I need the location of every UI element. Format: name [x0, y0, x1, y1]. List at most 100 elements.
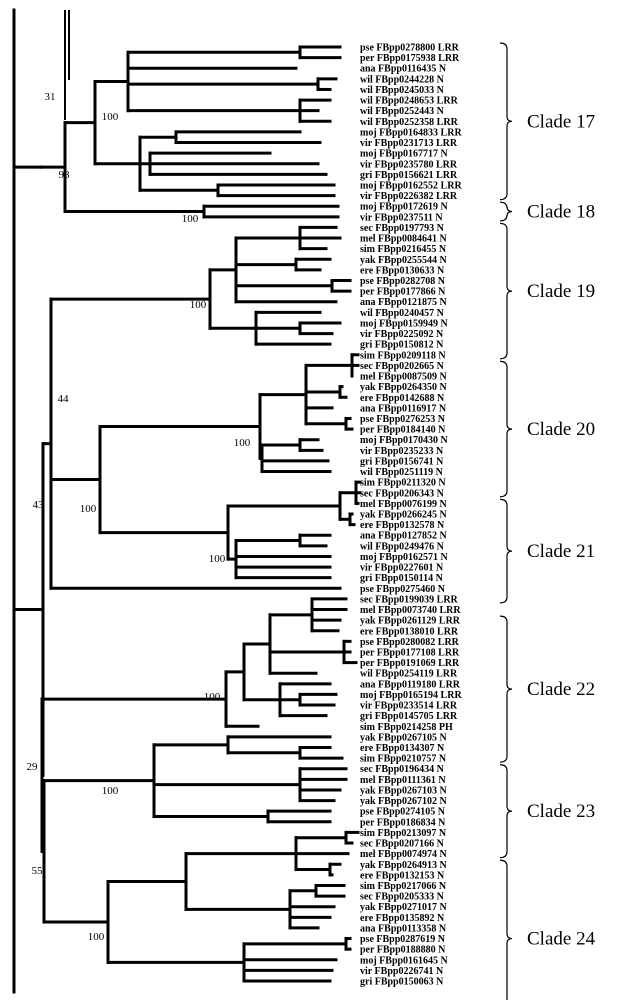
- clade-label: Clade 23: [527, 801, 595, 822]
- clade-brace: [499, 42, 513, 201]
- leaf-label: ana FBpp0127852 N: [360, 531, 447, 542]
- leaf-label: vir FBpp0226741 N: [360, 966, 444, 977]
- leaf-label: sec FBpp0199039 LRR: [360, 594, 459, 605]
- leaf-label: moj FBpp0161645 N: [360, 955, 449, 966]
- leaf-label: sec FBpp0202665 N: [360, 361, 445, 372]
- leaf-label: pse FBpp0278800 LRR: [360, 43, 460, 54]
- clade-label: Clade 21: [527, 541, 595, 562]
- leaf-label: mel FBpp0073740 LRR: [360, 605, 461, 616]
- leaf-label: sec FBpp0206343 N: [360, 488, 445, 499]
- leaf-label: sec FBpp0196434 N: [360, 764, 445, 775]
- leaf-label: sim FBpp0211320 N: [360, 478, 446, 489]
- bootstrap-100-clade21a: 100: [80, 503, 97, 515]
- leaf-label: per FBpp0186834 N: [360, 817, 446, 828]
- bootstrap-100-clade23: 100: [102, 785, 119, 797]
- leaf-label: yak FBpp0255544 N: [360, 255, 447, 266]
- clade-label: Clade 18: [527, 202, 595, 223]
- leaf-label: wil FBpp0240457 N: [360, 308, 445, 319]
- leaf-label: gri FBpp0150812 N: [360, 340, 444, 351]
- leaf-label: gri FBpp0150114 N: [360, 573, 444, 584]
- leaf-label: gri FBpp0156741 N: [360, 456, 444, 467]
- leaf-label: vir FBpp0235780 LRR: [360, 159, 458, 170]
- leaf-label: moj FBpp0167717 N: [360, 149, 449, 160]
- leaf-label: ere FBpp0132153 N: [360, 870, 445, 881]
- leaf-label: per FBpp0175938 LRR: [360, 53, 460, 64]
- leaf-label: vir FBpp0231713 LRR: [360, 138, 458, 149]
- bootstrap-values: 31 98 100 100 100 44 100 43 100 100 100 …: [27, 91, 251, 943]
- leaf-label: ere FBpp0138010 LRR: [360, 626, 459, 637]
- leaf-label: mel FBpp0076199 N: [360, 499, 447, 510]
- leaf-label: moj FBpp0170430 N: [360, 435, 449, 446]
- bootstrap-100-clade17: 100: [102, 111, 119, 123]
- leaf-label: sec FBpp0207166 N: [360, 839, 445, 850]
- leaf-label: mel FBpp0111361 N: [360, 775, 446, 786]
- leaf-label: wil FBpp0252358 LRR: [360, 117, 459, 128]
- leaf-label: sim FBpp0216455 N: [360, 244, 447, 255]
- leaf-label: yak FBpp0266245 N: [360, 510, 447, 521]
- leaf-label: moj FBpp0162571 N: [360, 552, 449, 563]
- leaf-label: vir FBpp0233514 LRR: [360, 701, 458, 712]
- leaf-label: pse FBpp0274105 N: [360, 807, 446, 818]
- leaf-label: moj FBpp0162552 LRR: [360, 180, 462, 191]
- leaf-label: pse FBpp0275460 N: [360, 584, 446, 595]
- leaf-label: sec FBpp0197793 N: [360, 223, 445, 234]
- clade-brace: [499, 764, 513, 859]
- bootstrap-100-clade24: 100: [88, 931, 105, 943]
- clade-brace: [499, 498, 513, 604]
- leaf-label: per FBpp0191069 LRR: [360, 658, 460, 669]
- leaf-label: yak FBpp0271017 N: [360, 902, 447, 913]
- leaf-label: wil FBpp0245033 N: [360, 85, 445, 96]
- bootstrap-100-clade21b: 100: [209, 553, 226, 565]
- leaf-label: yak FBpp0261129 LRR: [360, 616, 461, 627]
- leaf-label: per FBpp0177108 LRR: [360, 647, 460, 658]
- leaf-label: wil FBpp0254119 LRR: [360, 669, 458, 680]
- leaf-label: sec FBpp0205333 N: [360, 892, 445, 903]
- leaf-label: pse FBpp0287619 N: [360, 934, 446, 945]
- leaf-label: mel FBpp0074974 N: [360, 849, 447, 860]
- bootstrap-98: 98: [59, 169, 71, 181]
- clade-brace: [499, 615, 513, 763]
- leaf-label: vir FBpp0225092 N: [360, 329, 444, 340]
- leaf-label: yak FBpp0267105 N: [360, 732, 447, 743]
- clade-label: Clade 20: [527, 419, 595, 440]
- leaf-label: ere FBpp0134307 N: [360, 743, 445, 754]
- bootstrap-100-clade22: 100: [204, 691, 221, 703]
- leaf-label: wil FBpp0244228 N: [360, 74, 445, 85]
- leaf-label: yak FBpp0264913 N: [360, 860, 447, 871]
- leaf-label: ere FBpp0132578 N: [360, 520, 445, 531]
- leaf-label: mel FBpp0087509 N: [360, 372, 447, 383]
- leaf-label: ere FBpp0142688 N: [360, 393, 445, 404]
- leaf-label: ana FBpp0116435 N: [360, 64, 447, 75]
- leaf-label: sim FBpp0213097 N: [360, 828, 447, 839]
- leaf-label: moj FBpp0164833 LRR: [360, 127, 462, 138]
- bootstrap-43: 43: [33, 499, 45, 511]
- leaf-label: gri FBpp0156621 LRR: [360, 170, 458, 181]
- bootstrap-100-clade20: 100: [234, 437, 251, 449]
- leaf-label: per FBpp0184140 N: [360, 425, 446, 436]
- leaf-label: pse FBpp0276253 N: [360, 414, 446, 425]
- clade-brace: [499, 222, 513, 360]
- tree-branches: [12, 8, 362, 994]
- leaf-label: gri FBpp0150063 N: [360, 977, 444, 988]
- leaf-label: yak FBpp0267102 N: [360, 796, 447, 807]
- leaf-label: yak FBpp0264350 N: [360, 382, 447, 393]
- clade-annotations: Clade 17 Clade 18 Clade 19 Clade 20 Clade 21…: [499, 42, 596, 1000]
- leaf-label: wil FBpp0251119 N: [360, 467, 444, 478]
- bootstrap-100-clade19: 100: [190, 299, 207, 311]
- bootstrap-100-clade18: 100: [182, 213, 199, 225]
- leaf-label: sim FBpp0214258 PH: [360, 722, 453, 733]
- leaf-label: vir FBpp0235233 N: [360, 446, 444, 457]
- leaf-label: pse FBpp0282708 N: [360, 276, 446, 287]
- bootstrap-31: 31: [45, 91, 56, 103]
- leaf-label: ere FBpp0135892 N: [360, 913, 445, 924]
- leaf-label: ere FBpp0130633 N: [360, 265, 445, 276]
- leaf-label: wil FBpp0252443 N: [360, 106, 445, 117]
- leaf-label: moj FBpp0165194 LRR: [360, 690, 462, 701]
- clade-label: Clade 17: [527, 111, 595, 132]
- leaf-label: mel FBpp0084641 N: [360, 234, 447, 245]
- leaf-label: sim FBpp0209118 N: [360, 350, 446, 361]
- leaf-label: sim FBpp0210757 N: [360, 754, 447, 765]
- clade-brace: [499, 201, 513, 222]
- clade-label: Clade 19: [527, 281, 595, 302]
